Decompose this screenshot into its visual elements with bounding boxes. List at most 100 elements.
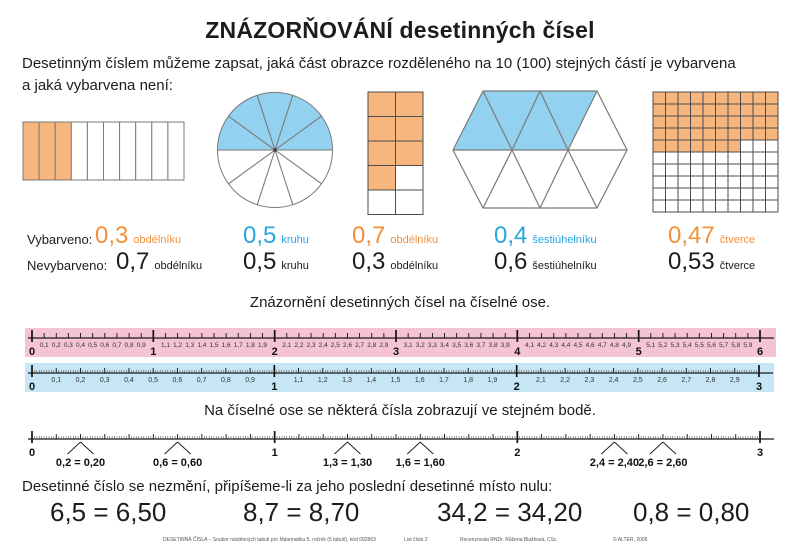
tenth-label: 1,9	[488, 377, 498, 384]
numberline-heading: Znázornění desetinných čísel na číselné …	[249, 294, 551, 311]
grid-cell	[727, 115, 741, 129]
grid-cell	[740, 163, 754, 177]
tenth-label: 2,1	[536, 377, 546, 384]
grid-cell	[652, 127, 666, 141]
strip-cell	[54, 121, 72, 181]
hexagon-shape	[452, 90, 628, 209]
strip-cell	[103, 121, 121, 181]
grid-cell	[665, 199, 679, 213]
plain-number-line: 0 1 2 3 0,2 = 0,20 0,6 = 0,60 1,3 = 1,30 1,6 = …	[28, 431, 774, 469]
grid-cell	[727, 199, 741, 213]
tenth-label: 0,4	[76, 342, 85, 349]
uncolored-fraction-small-grid: 0,3 obdélníku	[352, 248, 438, 276]
equal-point-chevron	[164, 441, 191, 455]
uncolored-fraction-rectangle: 0,7 obdélníku	[116, 248, 202, 276]
tenth-label: 4,6	[586, 342, 595, 349]
uncolored-fraction-square: 0,53 čtverce	[668, 248, 755, 276]
grid-cell	[715, 115, 729, 129]
grid-cell	[752, 187, 766, 201]
grid-cell	[727, 91, 741, 105]
colored-fraction-hexagon: 0,4 šestiúhelníku	[494, 222, 597, 250]
tenth-label: 1,7	[234, 342, 243, 349]
colored-row-label: Vybarveno:	[27, 232, 93, 247]
tenth-label: 2,1	[282, 342, 291, 349]
tenth-label: 5,6	[707, 342, 716, 349]
grid-cell	[740, 175, 754, 189]
tenth-label: 2,2	[560, 377, 570, 384]
fraction-value: 0,6	[494, 248, 528, 275]
tenth-label: 2,3	[307, 342, 316, 349]
tenth-label: 1,6	[415, 377, 425, 384]
tenth-label: 2,6	[343, 342, 352, 349]
fraction-value: 0,53	[668, 248, 715, 275]
integer-label: 3	[393, 346, 399, 358]
band-background	[25, 363, 774, 392]
colored-fraction-square: 0,47 čtverce	[668, 222, 755, 250]
tenth-label: 0,8	[125, 342, 134, 349]
grid-cell	[690, 127, 704, 141]
grid-cell	[652, 91, 666, 105]
grid-cell	[677, 187, 691, 201]
grid-cell	[367, 91, 396, 117]
page-title: ZNÁZORŇOVÁNÍ desetinných čísel	[205, 17, 595, 43]
tenth-label: 1,3	[185, 342, 194, 349]
uncolored-fraction-hexagon: 0,6 šestiúhelníku	[494, 248, 597, 276]
grid-cell	[367, 140, 396, 166]
grid-cell	[367, 165, 396, 191]
grid-cell	[727, 187, 741, 201]
grid-cell	[765, 127, 779, 141]
integer-label: 6	[757, 346, 763, 358]
tenth-label: 3,1	[404, 342, 413, 349]
tenth-label: 0,7	[197, 377, 207, 384]
strip-cell	[167, 121, 185, 181]
grid-cell	[752, 115, 766, 129]
grid-cell	[740, 151, 754, 165]
grid-cell	[665, 187, 679, 201]
hexagon-divider	[482, 90, 513, 151]
grid-cell	[752, 175, 766, 189]
grid-cell	[702, 199, 716, 213]
hexagon-divider	[539, 90, 569, 151]
tenth-label: 0,8	[221, 377, 231, 384]
grid-cell	[677, 139, 691, 153]
grid-cell	[395, 140, 424, 166]
tenth-label: 5,9	[743, 342, 752, 349]
hexagon-divider	[567, 149, 598, 209]
grid-cell	[740, 139, 754, 153]
grid-cell	[727, 175, 741, 189]
fraction-unit: šestiúhelníku	[532, 234, 597, 246]
hexagon-divider	[511, 149, 541, 209]
grid-cell	[715, 127, 729, 141]
tenth-label: 3,3	[428, 342, 437, 349]
tenth-label: 5,5	[695, 342, 704, 349]
grid-cell	[652, 103, 666, 117]
fraction-unit: šestiúhelníku	[532, 260, 597, 272]
tenth-label: 0,6	[173, 377, 183, 384]
integer-label: 3	[757, 447, 763, 459]
circle-sector	[216, 149, 277, 185]
hexagon-divider	[567, 90, 598, 151]
strip-cell	[22, 121, 40, 181]
tenth-label: 1,2	[173, 342, 182, 349]
grid-cell	[740, 91, 754, 105]
grid-cell	[652, 163, 666, 177]
grid-cell	[677, 199, 691, 213]
grid-cell	[690, 187, 704, 201]
grid-cell	[702, 91, 716, 105]
big-grid-shape	[652, 91, 779, 213]
strip-rectangle-shape	[22, 121, 185, 181]
tenth-label: 4,7	[598, 342, 607, 349]
grid-cell	[702, 175, 716, 189]
tenth-label: 5,4	[683, 342, 692, 349]
grid-cell	[727, 103, 741, 117]
grid-cell	[652, 115, 666, 129]
pink-number-line: 00,1 0,2 0,3 0,4 0,5 0,6 0,7 0,8 0,911,1 1,2 1,3 1,…	[25, 328, 776, 358]
fraction-unit: obdélníku	[390, 260, 439, 272]
footer-copyright: © ALTER, 2005	[613, 537, 648, 543]
tenth-label: 3,7	[476, 342, 485, 349]
tenth-label: 2,6	[657, 377, 667, 384]
equal-point-label: 1,3 = 1,30	[323, 457, 372, 469]
equation-2: 8,7 = 8,70	[243, 497, 360, 527]
grid-cell	[740, 127, 754, 141]
fraction-unit: obdélníku	[133, 234, 182, 246]
